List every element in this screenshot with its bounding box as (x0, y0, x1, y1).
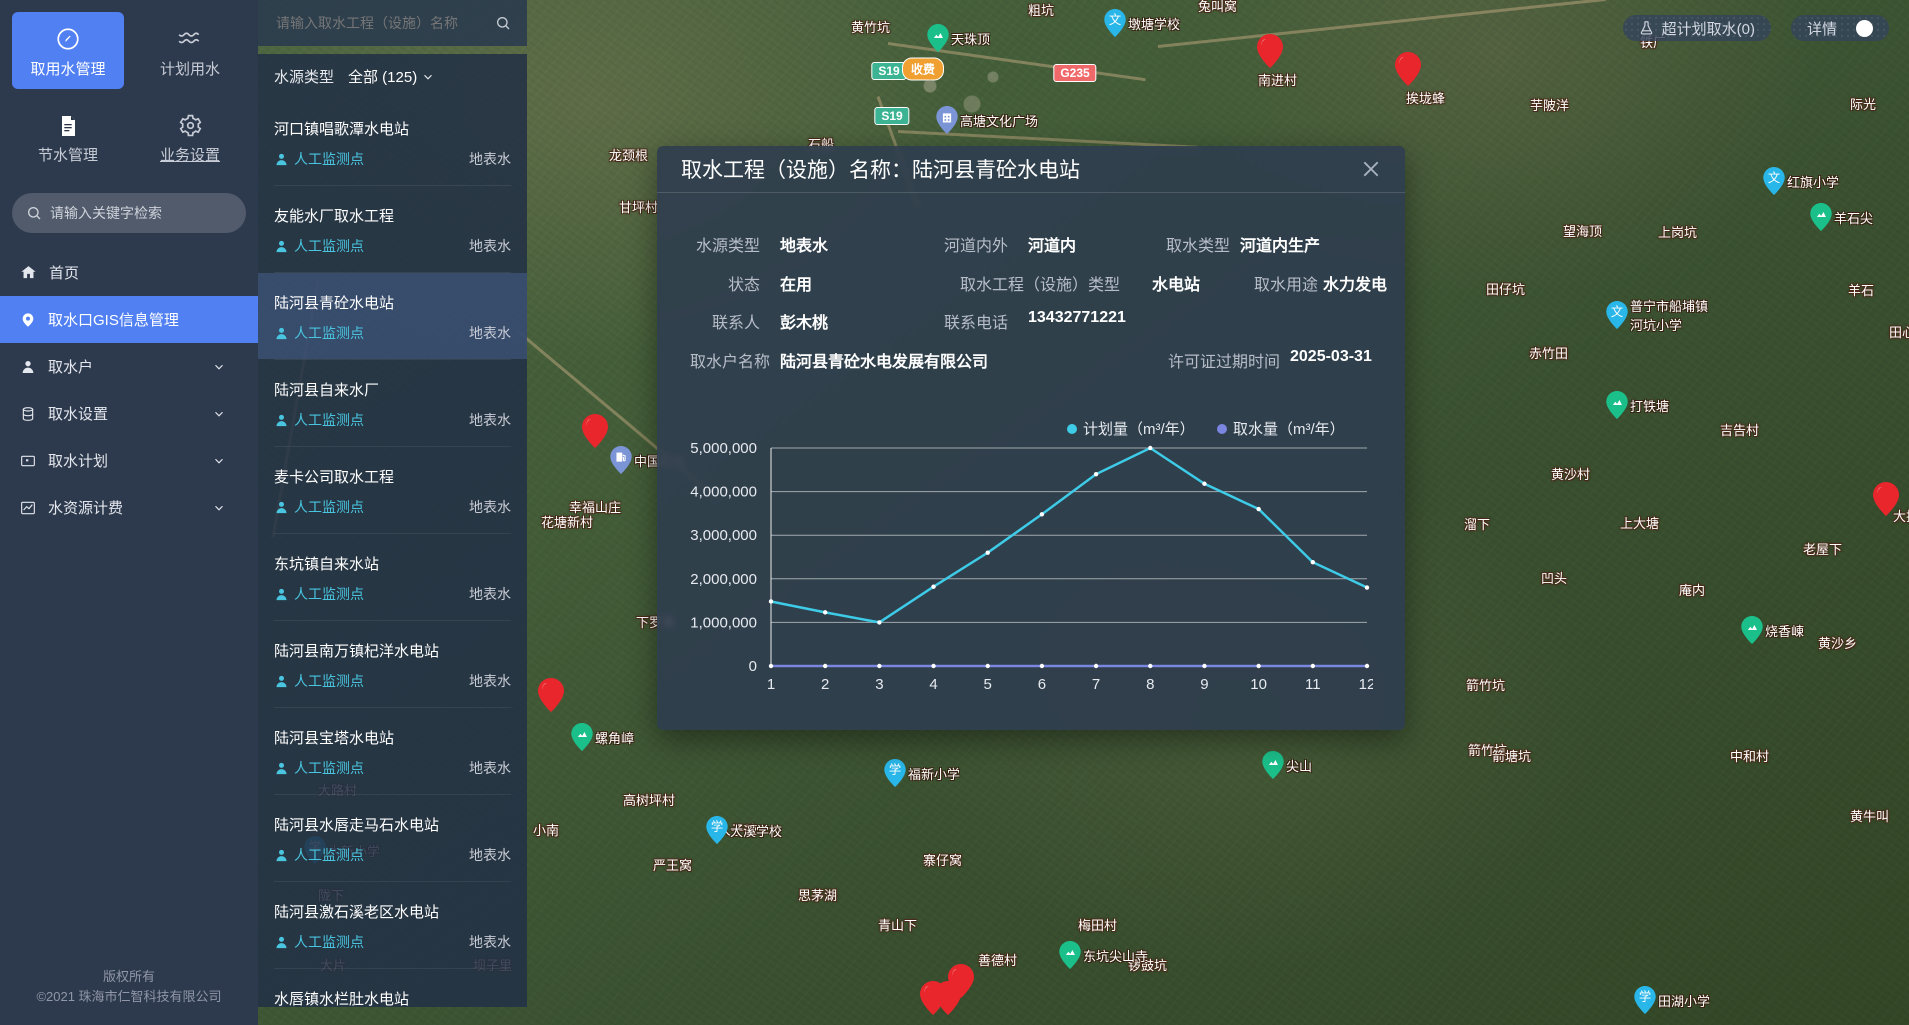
svg-text:文: 文 (1768, 170, 1780, 185)
svg-text:4,000,000: 4,000,000 (690, 484, 757, 501)
svg-text:4: 4 (929, 676, 937, 693)
svg-text:1: 1 (767, 676, 775, 693)
svg-text:9: 9 (1200, 676, 1208, 693)
svg-text:文: 文 (1611, 304, 1623, 319)
svg-text:学: 学 (711, 819, 723, 834)
svg-text:0: 0 (749, 658, 757, 675)
svg-text:3,000,000: 3,000,000 (690, 527, 757, 544)
svg-text:12: 12 (1359, 676, 1373, 693)
svg-text:取水量（m³/年）: 取水量（m³/年） (1233, 421, 1345, 438)
svg-text:1,000,000: 1,000,000 (690, 614, 757, 631)
svg-text:10: 10 (1250, 676, 1267, 693)
svg-text:文: 文 (1109, 12, 1121, 27)
svg-text:学: 学 (889, 762, 901, 777)
svg-text:3: 3 (875, 676, 883, 693)
svg-text:2: 2 (821, 676, 829, 693)
svg-text:8: 8 (1146, 676, 1154, 693)
svg-text:5,000,000: 5,000,000 (690, 440, 757, 457)
svg-text:2,000,000: 2,000,000 (690, 571, 757, 588)
svg-text:学: 学 (1639, 989, 1651, 1004)
svg-text:计划量（m³/年）: 计划量（m³/年） (1083, 421, 1195, 438)
svg-text:6: 6 (1038, 676, 1046, 693)
svg-text:11: 11 (1305, 676, 1321, 693)
svg-text:7: 7 (1092, 676, 1100, 693)
svg-text:5: 5 (984, 676, 992, 693)
